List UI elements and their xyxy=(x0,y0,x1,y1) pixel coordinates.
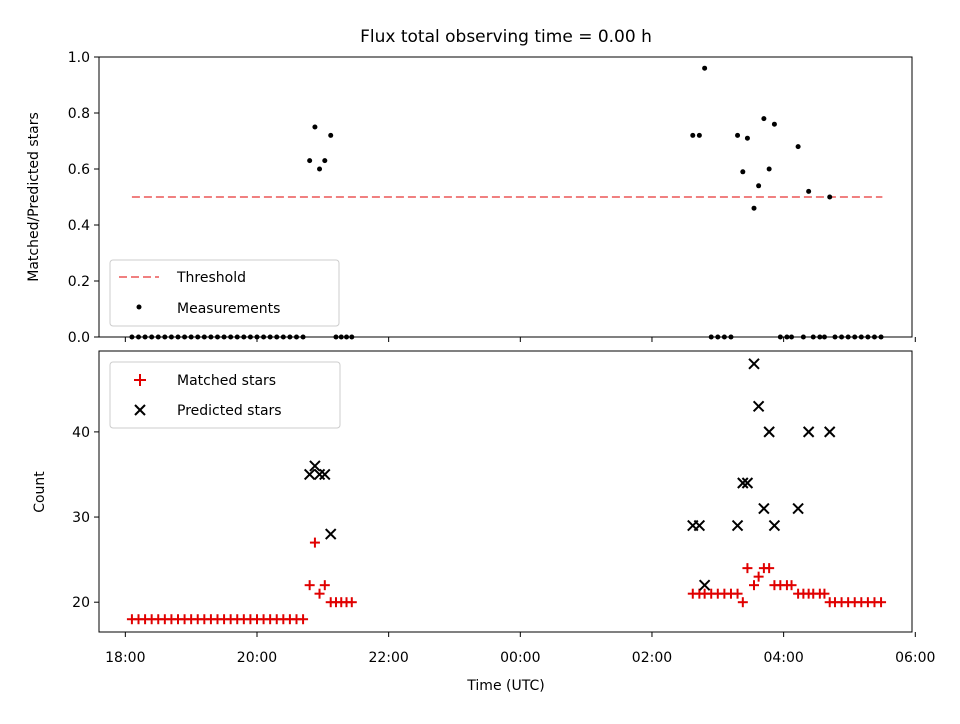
measurements-legend-swatch xyxy=(136,304,142,310)
bottom-y-tick-label: 20 xyxy=(72,595,90,611)
predicted-star-point xyxy=(693,519,706,532)
measurement-point xyxy=(317,166,323,172)
bottom-plot-area xyxy=(126,358,887,625)
matched-star-point xyxy=(786,580,797,591)
top-y-tick-label: 0.4 xyxy=(68,218,90,234)
measurement-point xyxy=(806,188,812,194)
matched-star-point xyxy=(346,597,357,608)
predicted-star-point xyxy=(768,519,781,532)
top-y-tick-label: 0.8 xyxy=(68,106,90,122)
matched-star-point xyxy=(732,588,743,599)
matched-star-point xyxy=(753,571,764,582)
x-tick-label: 18:00 xyxy=(105,650,145,666)
bottom-y-tick-label: 30 xyxy=(72,510,90,526)
measurement-point xyxy=(740,169,746,175)
predicted-star-point xyxy=(763,426,775,438)
predicted-star-point xyxy=(737,477,749,489)
x-tick-label: 04:00 xyxy=(763,650,803,666)
measurement-point xyxy=(771,121,777,127)
measurement-point xyxy=(751,205,757,211)
measurement-point xyxy=(702,65,708,71)
x-tick-label: 00:00 xyxy=(500,650,540,666)
measurement-point xyxy=(735,132,741,138)
x-tick-label: 20:00 xyxy=(237,650,277,666)
bottom-y-tick-label: 40 xyxy=(72,425,90,441)
measurement-point xyxy=(690,132,696,138)
bottom-x-axis: 18:00 20:00 22:00 00:00 02:00 04:00 06:00 xyxy=(105,632,935,666)
predicted-star-point xyxy=(792,502,804,515)
measurement-point xyxy=(761,116,767,122)
predicted-legend-label: Predicted stars xyxy=(177,403,282,419)
measurement-point xyxy=(696,132,702,138)
measurement-point xyxy=(322,158,328,164)
matched-star-point xyxy=(314,588,325,599)
top-panel: 0.0 0.2 0.4 0.6 0.8 1.0 Matched/Predicted sta… xyxy=(26,50,916,346)
matched-star-point xyxy=(742,563,753,574)
matched-star-point xyxy=(764,563,775,574)
measurements-legend-label: Measurements xyxy=(177,301,280,317)
matched-legend-swatch xyxy=(134,374,146,386)
matched-star-point xyxy=(309,537,320,548)
x-axis-label: Time (UTC) xyxy=(466,678,544,694)
matched-star-point xyxy=(819,588,830,599)
top-legend-box xyxy=(109,259,340,327)
predicted-legend-swatch xyxy=(134,404,146,416)
bottom-y-axis: 20 30 40 xyxy=(72,425,99,611)
measurement-point xyxy=(756,183,762,189)
bottom-y-axis-label: Count xyxy=(32,471,48,513)
top-y-tick-label: 0.0 xyxy=(68,330,90,346)
x-tick-label: 02:00 xyxy=(632,650,672,666)
top-x-axis xyxy=(124,337,916,342)
matched-star-point xyxy=(749,580,760,591)
matched-star-point xyxy=(304,580,315,591)
measurement-point xyxy=(744,135,750,141)
top-axes-frame xyxy=(98,56,913,338)
predicted-star-point xyxy=(319,468,331,481)
predicted-star-point xyxy=(802,426,815,438)
top-y-tick-label: 0.6 xyxy=(68,162,90,178)
measurement-point xyxy=(827,194,833,200)
predicted-star-point xyxy=(303,468,316,481)
measurement-point xyxy=(766,166,772,172)
measurement-point xyxy=(312,124,318,130)
x-tick-label: 06:00 xyxy=(895,650,935,666)
predicted-star-point xyxy=(309,460,321,472)
predicted-star-point xyxy=(741,477,754,489)
matched-star-point xyxy=(319,580,330,591)
top-y-tick-label: 1.0 xyxy=(68,50,90,66)
predicted-star-point xyxy=(731,519,744,532)
matched-star-point xyxy=(737,597,748,608)
bottom-legend: Matched stars Predicted stars xyxy=(109,361,341,429)
predicted-star-point xyxy=(748,358,760,370)
predicted-star-point xyxy=(752,400,765,413)
predicted-star-point xyxy=(824,426,836,438)
top-y-tick-label: 0.2 xyxy=(68,274,90,290)
measurement-point xyxy=(328,132,334,138)
measurement-point xyxy=(307,158,313,164)
bottom-axes-frame xyxy=(98,350,913,633)
threshold-legend-label: Threshold xyxy=(176,270,246,286)
top-y-axis: 0.0 0.2 0.4 0.6 0.8 1.0 xyxy=(68,50,99,346)
top-legend: Threshold Measurements xyxy=(109,259,340,327)
x-tick-label: 22:00 xyxy=(368,650,408,666)
bottom-legend-box xyxy=(109,361,341,429)
predicted-star-point xyxy=(325,528,337,540)
matched-star-point xyxy=(876,597,887,608)
matched-star-point xyxy=(298,614,309,625)
predicted-star-point xyxy=(698,579,711,591)
top-y-axis-label: Matched/Predicted stars xyxy=(26,112,42,282)
measurement-point xyxy=(795,144,801,150)
predicted-star-point xyxy=(758,502,770,515)
chart-title: Flux total observing time = 0.00 h xyxy=(360,27,652,47)
matched-legend-label: Matched stars xyxy=(177,373,276,389)
bottom-panel: 20 30 40 18:00 20:00 22:00 00:00 02:00 04:00 06:… xyxy=(32,350,935,694)
